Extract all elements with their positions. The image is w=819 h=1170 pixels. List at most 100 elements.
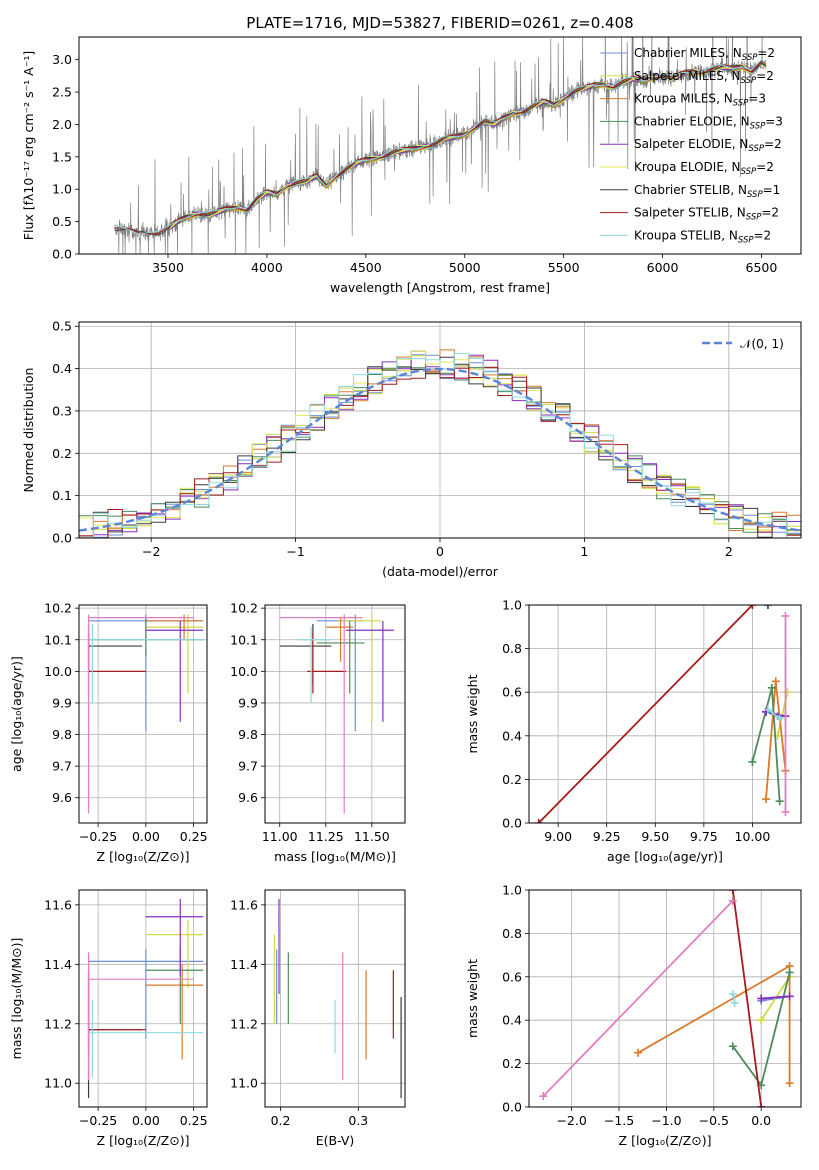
y-tick-label: 0.8: [502, 926, 522, 941]
weight-marker: [762, 795, 771, 804]
weight-line: [760, 976, 791, 1021]
weight-marker: [730, 998, 739, 1007]
x-tick-label: 0: [436, 544, 444, 559]
legend-entry: Chabrier STELIB, NSSP=1: [634, 183, 780, 200]
plot-area: [87, 898, 204, 1099]
weight-marker: [785, 992, 794, 1001]
y-tick-label: 1.0: [502, 883, 522, 898]
y-tick-label: 0.0: [502, 816, 522, 831]
y-tick-label: 9.8: [238, 727, 258, 742]
y-axis-label: mass [log₁₀(M/M⊙)]: [9, 938, 24, 1060]
weight-series-6: [534, 605, 757, 823]
weight-marker: [781, 611, 790, 620]
panel-spectrum: 3500 4000 4500 5000 5500 6000 6500 0.0 0.5 1.0 1.5…: [21, 36, 802, 295]
y-axis-label: mass weight: [465, 674, 480, 753]
errorbar-point-1: [338, 614, 382, 722]
weight-marker: [757, 994, 766, 1003]
x-axis-label: age [log₁₀(age/yr)]: [607, 849, 723, 864]
x-tick-label: −1: [286, 544, 304, 559]
y-tick-label: 0.5: [52, 319, 72, 334]
y-tick-label: 11.6: [230, 897, 258, 912]
x-tick-label: 9.50: [641, 829, 669, 844]
weight-marker: [728, 990, 737, 999]
y-tick-label: 9.6: [52, 790, 72, 805]
x-tick-label: −0.25: [79, 829, 117, 844]
errorbar-point-1: [145, 614, 204, 694]
plot-area: [273, 898, 402, 1099]
weight-marker: [775, 797, 784, 806]
y-tick-label: 10.1: [44, 632, 72, 647]
weight-marker: [785, 1079, 794, 1088]
weight-marker: [781, 808, 790, 817]
legend-entry: Chabrier MILES, NSSP=2: [634, 46, 775, 63]
y-tick-label: 0.2: [52, 446, 72, 461]
x-axis-label: (data-model)/error: [382, 564, 499, 579]
errorbar-point-5: [87, 623, 143, 672]
y-tick-label: 0.6: [502, 969, 522, 984]
y-tick-label: 2.0: [52, 117, 72, 132]
weight-marker: [785, 968, 794, 977]
errorbar-point-7: [88, 623, 204, 703]
errorbar-point-6: [87, 633, 146, 697]
panel-age_vs_mass: 11.00 11.25 11.50 9.6 9.7 9.8 9.9 10.0 10.1 10.2 m…: [230, 601, 406, 864]
y-tick-label: 9.7: [238, 759, 258, 774]
errorbar-point-1: [145, 919, 204, 989]
x-tick-label: 11.25: [308, 829, 344, 844]
weight-marker: [767, 683, 776, 692]
y-axis-label: Normed distribution: [21, 368, 36, 493]
errorbar-point-2: [145, 964, 204, 1060]
y-tick-label: 3.0: [52, 52, 72, 67]
weight-line: [538, 605, 754, 823]
errorbar-point-0: [88, 949, 204, 1039]
x-axis-label: mass [log₁₀(M/M⊙)]: [274, 849, 396, 864]
plot-area: [279, 614, 394, 814]
y-tick-label: 10.0: [230, 664, 258, 679]
y-tick-label: 1.5: [52, 149, 72, 164]
y-tick-label: 11.2: [230, 1016, 258, 1031]
y-tick-label: 11.2: [44, 1016, 72, 1031]
x-tick-label: 5500: [548, 260, 580, 275]
weight-line: [751, 687, 781, 802]
x-tick-label: 0.25: [180, 829, 208, 844]
plot-area: [87, 614, 204, 814]
y-tick-label: 0.6: [502, 685, 522, 700]
errorbar-point-8: [87, 614, 194, 814]
y-tick-label: 0.4: [52, 361, 72, 376]
weight-series-7: [728, 990, 739, 1007]
x-tick-label: 4500: [350, 260, 382, 275]
y-tick-label: 0.8: [502, 641, 522, 656]
x-tick-label: −2.0: [556, 1113, 586, 1128]
x-tick-label: 0.0: [751, 1113, 771, 1128]
x-tick-label: −1.0: [651, 1113, 681, 1128]
errorbar-point-7: [298, 627, 332, 703]
plot-area: [534, 605, 792, 823]
axes-frame: [78, 36, 802, 255]
x-tick-label: 2: [725, 544, 733, 559]
y-tick-label: 11.0: [44, 1076, 72, 1091]
y-tick-label: 0.2: [502, 772, 522, 787]
y-tick-label: 9.7: [52, 759, 72, 774]
plot-area: [114, 37, 767, 254]
x-tick-label: 1: [580, 544, 588, 559]
errorbar-point-4: [145, 620, 204, 722]
errorbar-point-6: [307, 633, 347, 694]
weight-series-4: [757, 992, 794, 1003]
y-tick-label: 11.4: [230, 957, 258, 972]
x-tick-label: 11.50: [354, 829, 390, 844]
weight-marker: [763, 705, 772, 714]
x-tick-label: 6500: [746, 260, 778, 275]
y-tick-label: 11.6: [44, 897, 72, 912]
y-tick-label: 10.2: [230, 601, 258, 616]
gaussian-curve: [79, 367, 801, 532]
y-tick-label: 10.2: [44, 601, 72, 616]
x-axis-label: Z [log₁₀(Z/Z⊙)]: [619, 1133, 712, 1148]
errorbar-point-2: [145, 614, 204, 640]
legend-entry: 𝒩(0, 1): [740, 337, 784, 351]
x-axis-label: Z [log₁₀(Z/Z⊙)]: [97, 849, 190, 864]
legend: Chabrier MILES, NSSP=2 Salpeter MILES, NS…: [600, 46, 783, 245]
weight-marker: [775, 714, 784, 723]
x-axis-label: wavelength [Angstrom, rest frame]: [330, 280, 550, 295]
weight-series-5: [763, 605, 772, 609]
x-tick-label: 3500: [152, 260, 184, 275]
y-axis-label: Flux [fλ10⁻¹⁷ erg cm⁻² s⁻¹ A⁻¹]: [21, 51, 36, 240]
